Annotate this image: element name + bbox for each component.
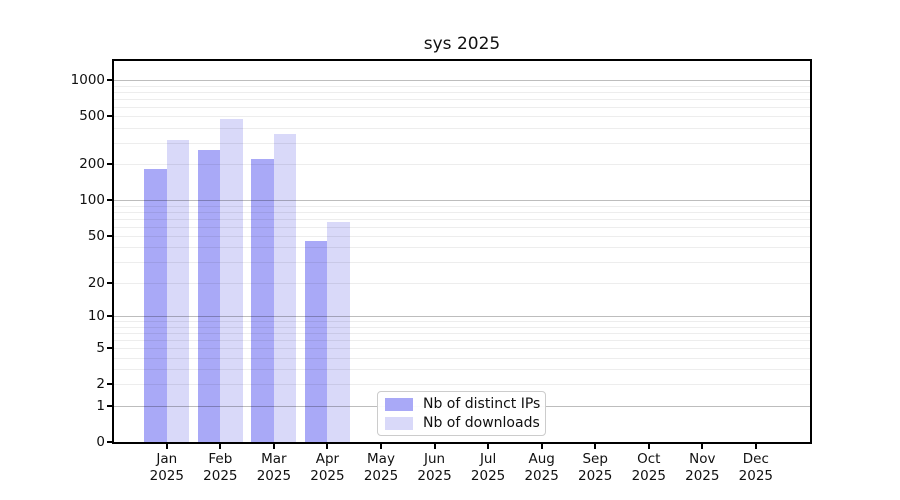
y-tick-label: 500 bbox=[79, 108, 105, 125]
plot-border-right bbox=[810, 59, 812, 444]
minor-gridline bbox=[113, 340, 811, 342]
y-axis-line bbox=[112, 59, 114, 444]
y-tick-label: 20 bbox=[87, 274, 105, 291]
plot-border-top bbox=[113, 59, 812, 61]
x-tick-label: Sep 2025 bbox=[578, 451, 613, 484]
bar-distinct-ips bbox=[304, 241, 328, 443]
minor-gridline bbox=[113, 164, 811, 166]
y-tick-label: 5 bbox=[96, 340, 105, 357]
x-tick-label: Apr 2025 bbox=[310, 451, 345, 484]
legend-swatch-distinct-ips bbox=[385, 397, 413, 411]
minor-gridline bbox=[113, 384, 811, 386]
legend: Nb of distinct IPs Nb of downloads bbox=[377, 391, 546, 436]
y-tick-mark bbox=[107, 163, 113, 166]
minor-gridline bbox=[113, 262, 811, 264]
minor-gridline bbox=[113, 128, 811, 130]
minor-gridline bbox=[113, 282, 811, 284]
bar-downloads bbox=[327, 221, 350, 443]
y-tick-mark bbox=[107, 115, 113, 118]
y-tick-label: 200 bbox=[79, 156, 105, 173]
x-tick-mark bbox=[647, 443, 650, 449]
minor-gridline bbox=[113, 106, 811, 108]
legend-item: Nb of downloads bbox=[385, 415, 545, 431]
x-tick-label: Jun 2025 bbox=[417, 451, 452, 484]
minor-gridline bbox=[113, 205, 811, 207]
major-gridline bbox=[113, 316, 811, 318]
minor-gridline bbox=[113, 236, 811, 238]
major-gridline bbox=[113, 200, 811, 202]
x-tick-label: Jan 2025 bbox=[149, 451, 184, 484]
x-axis-line bbox=[112, 442, 812, 444]
x-tick-mark bbox=[754, 443, 757, 449]
y-tick-mark bbox=[107, 383, 113, 386]
bar-distinct-ips bbox=[144, 169, 167, 443]
y-tick-label: 1 bbox=[96, 397, 105, 414]
bar-downloads bbox=[273, 134, 297, 443]
y-tick-mark bbox=[107, 199, 113, 202]
minor-gridline bbox=[113, 321, 811, 323]
minor-gridline bbox=[113, 85, 811, 87]
y-tick-label: 50 bbox=[87, 228, 105, 245]
x-tick-mark bbox=[487, 443, 490, 449]
x-tick-mark bbox=[433, 443, 436, 449]
minor-gridline bbox=[113, 116, 811, 118]
y-tick-mark bbox=[107, 79, 113, 82]
y-tick-label: 100 bbox=[79, 192, 105, 209]
y-tick-label: 0 bbox=[96, 434, 105, 450]
x-tick-label: Nov 2025 bbox=[685, 451, 720, 484]
minor-gridline bbox=[113, 326, 811, 328]
major-gridline bbox=[113, 80, 811, 82]
y-tick-mark bbox=[107, 404, 113, 407]
bar-distinct-ips bbox=[197, 150, 221, 443]
x-tick-mark bbox=[540, 443, 543, 449]
minor-gridline bbox=[113, 247, 811, 249]
x-tick-mark bbox=[594, 443, 597, 449]
minor-gridline bbox=[113, 357, 811, 359]
y-tick-mark bbox=[107, 347, 113, 350]
x-tick-mark bbox=[380, 443, 382, 449]
bar-downloads bbox=[220, 119, 243, 443]
bar-downloads bbox=[166, 139, 190, 443]
y-tick-mark bbox=[107, 441, 113, 443]
x-tick-label: Aug 2025 bbox=[524, 451, 559, 484]
legend-swatch-downloads bbox=[385, 416, 413, 430]
y-tick-mark bbox=[107, 281, 113, 284]
legend-item: Nb of distinct IPs bbox=[385, 396, 545, 412]
minor-gridline bbox=[113, 211, 811, 213]
minor-gridline bbox=[113, 91, 811, 93]
y-tick-label: 10 bbox=[87, 308, 105, 325]
y-tick-mark bbox=[107, 235, 113, 238]
y-tick-label: 1000 bbox=[70, 72, 105, 89]
x-tick-label: May 2025 bbox=[363, 451, 399, 484]
bar-distinct-ips bbox=[251, 158, 274, 443]
y-tick-label: 2 bbox=[96, 376, 105, 393]
x-tick-label: Jul 2025 bbox=[470, 451, 506, 484]
minor-gridline bbox=[113, 348, 811, 350]
minor-gridline bbox=[113, 369, 811, 371]
x-tick-mark bbox=[272, 443, 275, 449]
y-tick-mark bbox=[107, 315, 113, 318]
x-tick-mark bbox=[219, 443, 222, 449]
x-tick-label: Oct 2025 bbox=[631, 451, 666, 484]
x-tick-mark bbox=[701, 443, 704, 449]
x-tick-label: Mar 2025 bbox=[256, 451, 292, 484]
x-tick-label: Dec 2025 bbox=[738, 451, 774, 484]
minor-gridline bbox=[113, 98, 811, 100]
x-tick-mark bbox=[165, 443, 168, 449]
minor-gridline bbox=[113, 218, 811, 220]
minor-gridline bbox=[113, 333, 811, 335]
minor-gridline bbox=[113, 226, 811, 228]
x-tick-mark bbox=[326, 443, 329, 449]
minor-gridline bbox=[113, 143, 811, 145]
chart-title: sys 2025 bbox=[423, 34, 501, 54]
legend-label: Nb of downloads bbox=[423, 415, 540, 431]
legend-label: Nb of distinct IPs bbox=[423, 396, 541, 412]
x-tick-label: Feb 2025 bbox=[203, 451, 238, 484]
